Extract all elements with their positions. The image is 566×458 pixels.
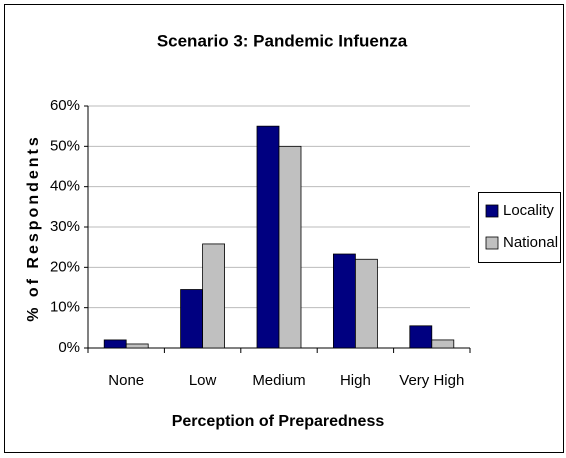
bar	[256, 125, 280, 349]
x-tick-label: Very High	[399, 372, 464, 389]
legend-label: Locality	[503, 202, 554, 219]
y-tick-label: 50%	[50, 137, 80, 154]
legend-swatch	[485, 204, 499, 218]
y-tick-label: 10%	[50, 299, 80, 316]
y-axis-label: % of Respondents	[25, 134, 42, 322]
bar	[180, 289, 204, 349]
y-tick-label: 20%	[50, 258, 80, 275]
x-tick-label: Medium	[252, 372, 305, 389]
bar	[125, 343, 149, 349]
bar	[103, 339, 127, 349]
y-tick-label: 60%	[50, 97, 80, 114]
bar	[202, 243, 226, 349]
x-tick-label: None	[108, 372, 144, 389]
y-tick-label: 30%	[50, 218, 80, 235]
bar	[431, 339, 455, 349]
y-tick-label: 40%	[50, 178, 80, 195]
y-tick-label: 0%	[58, 339, 80, 356]
legend-label: National	[503, 234, 558, 251]
x-axis-label: Perception of Preparedness	[172, 413, 385, 430]
legend-box	[478, 192, 561, 263]
bar	[409, 325, 433, 349]
bar	[278, 145, 302, 349]
chart-title: Scenario 3: Pandemic Infuenza	[157, 31, 408, 50]
bar	[354, 258, 378, 349]
x-tick-label: Low	[189, 372, 217, 389]
x-tick-label: High	[340, 372, 371, 389]
legend-swatch	[485, 236, 499, 250]
bar	[332, 253, 356, 349]
